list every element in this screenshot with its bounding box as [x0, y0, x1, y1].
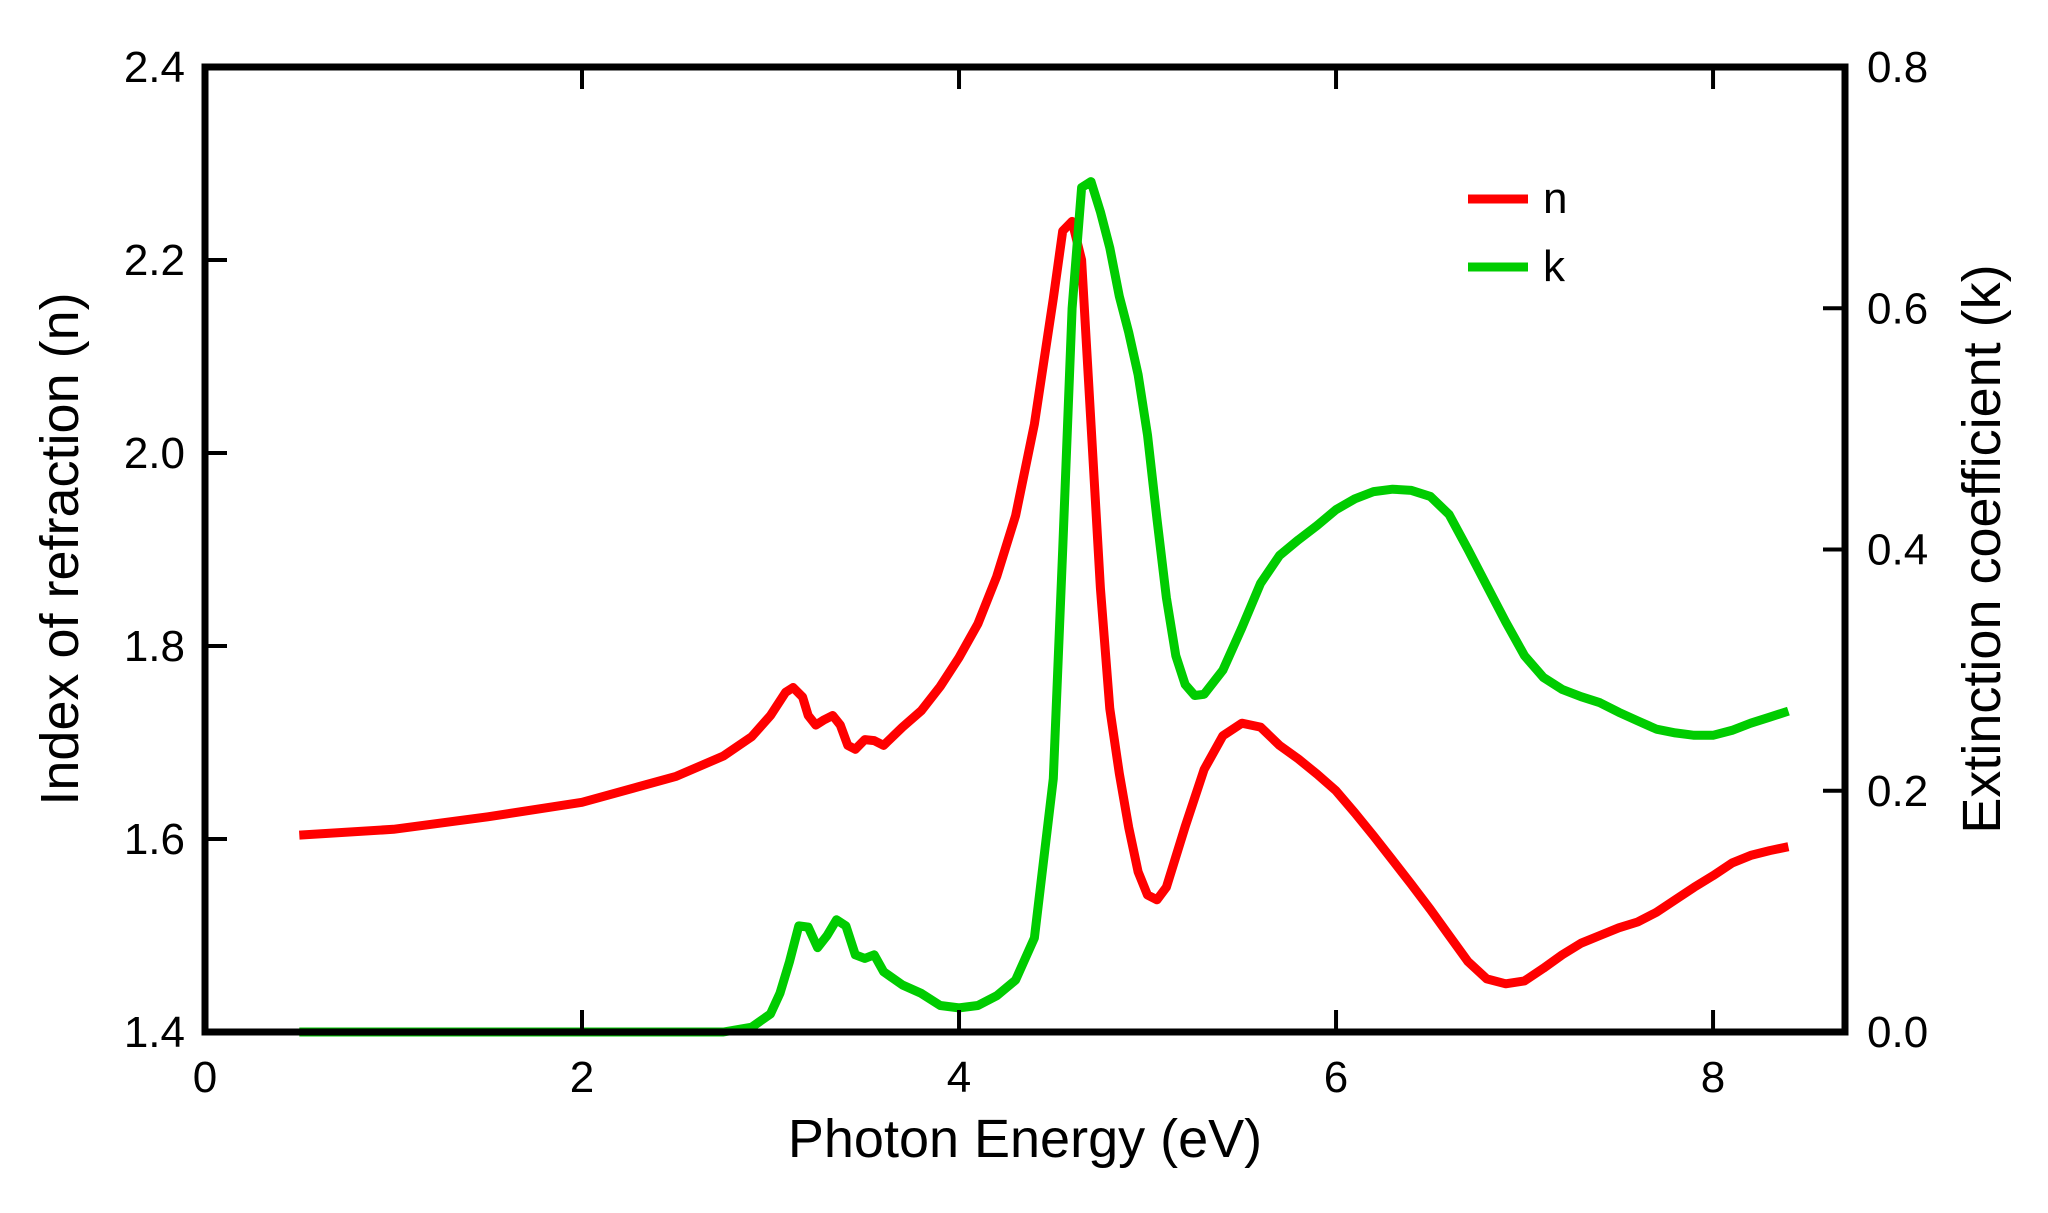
legend-label-n: n: [1543, 174, 1567, 223]
x-tick-label: 8: [1701, 1053, 1725, 1102]
x-tick-label: 2: [570, 1053, 594, 1102]
y-tick-label: 2.2: [124, 236, 185, 285]
x-axis-title: Photon Energy (eV): [788, 1109, 1262, 1169]
y2-tick-label: 0.2: [1867, 767, 1928, 816]
y-tick-label: 1.8: [124, 622, 185, 671]
y-tick-label: 1.6: [124, 815, 185, 864]
y2-tick-label: 0.8: [1867, 43, 1928, 92]
y-tick-label: 2.4: [124, 43, 185, 92]
y-tick-label: 1.4: [124, 1008, 185, 1057]
series-line-k: [299, 177, 1790, 1037]
y-axis-title: Index of refraction (n): [30, 292, 90, 805]
y2-tick-label: 0.0: [1867, 1008, 1928, 1057]
y-tick-label: 2.0: [124, 429, 185, 478]
series-line-n: [299, 216, 1790, 989]
legend: nk: [1468, 174, 1567, 291]
legend-label-k: k: [1543, 242, 1566, 291]
y2-tick-label: 0.4: [1867, 526, 1928, 575]
x-tick-label: 4: [947, 1053, 971, 1102]
x-tick-label: 6: [1324, 1053, 1348, 1102]
y2-axis-title: Extinction coefficient (k): [1952, 264, 2012, 833]
x-tick-label: 0: [193, 1053, 217, 1102]
y2-tick-label: 0.6: [1867, 284, 1928, 333]
plot-frame: [201, 63, 1849, 1036]
